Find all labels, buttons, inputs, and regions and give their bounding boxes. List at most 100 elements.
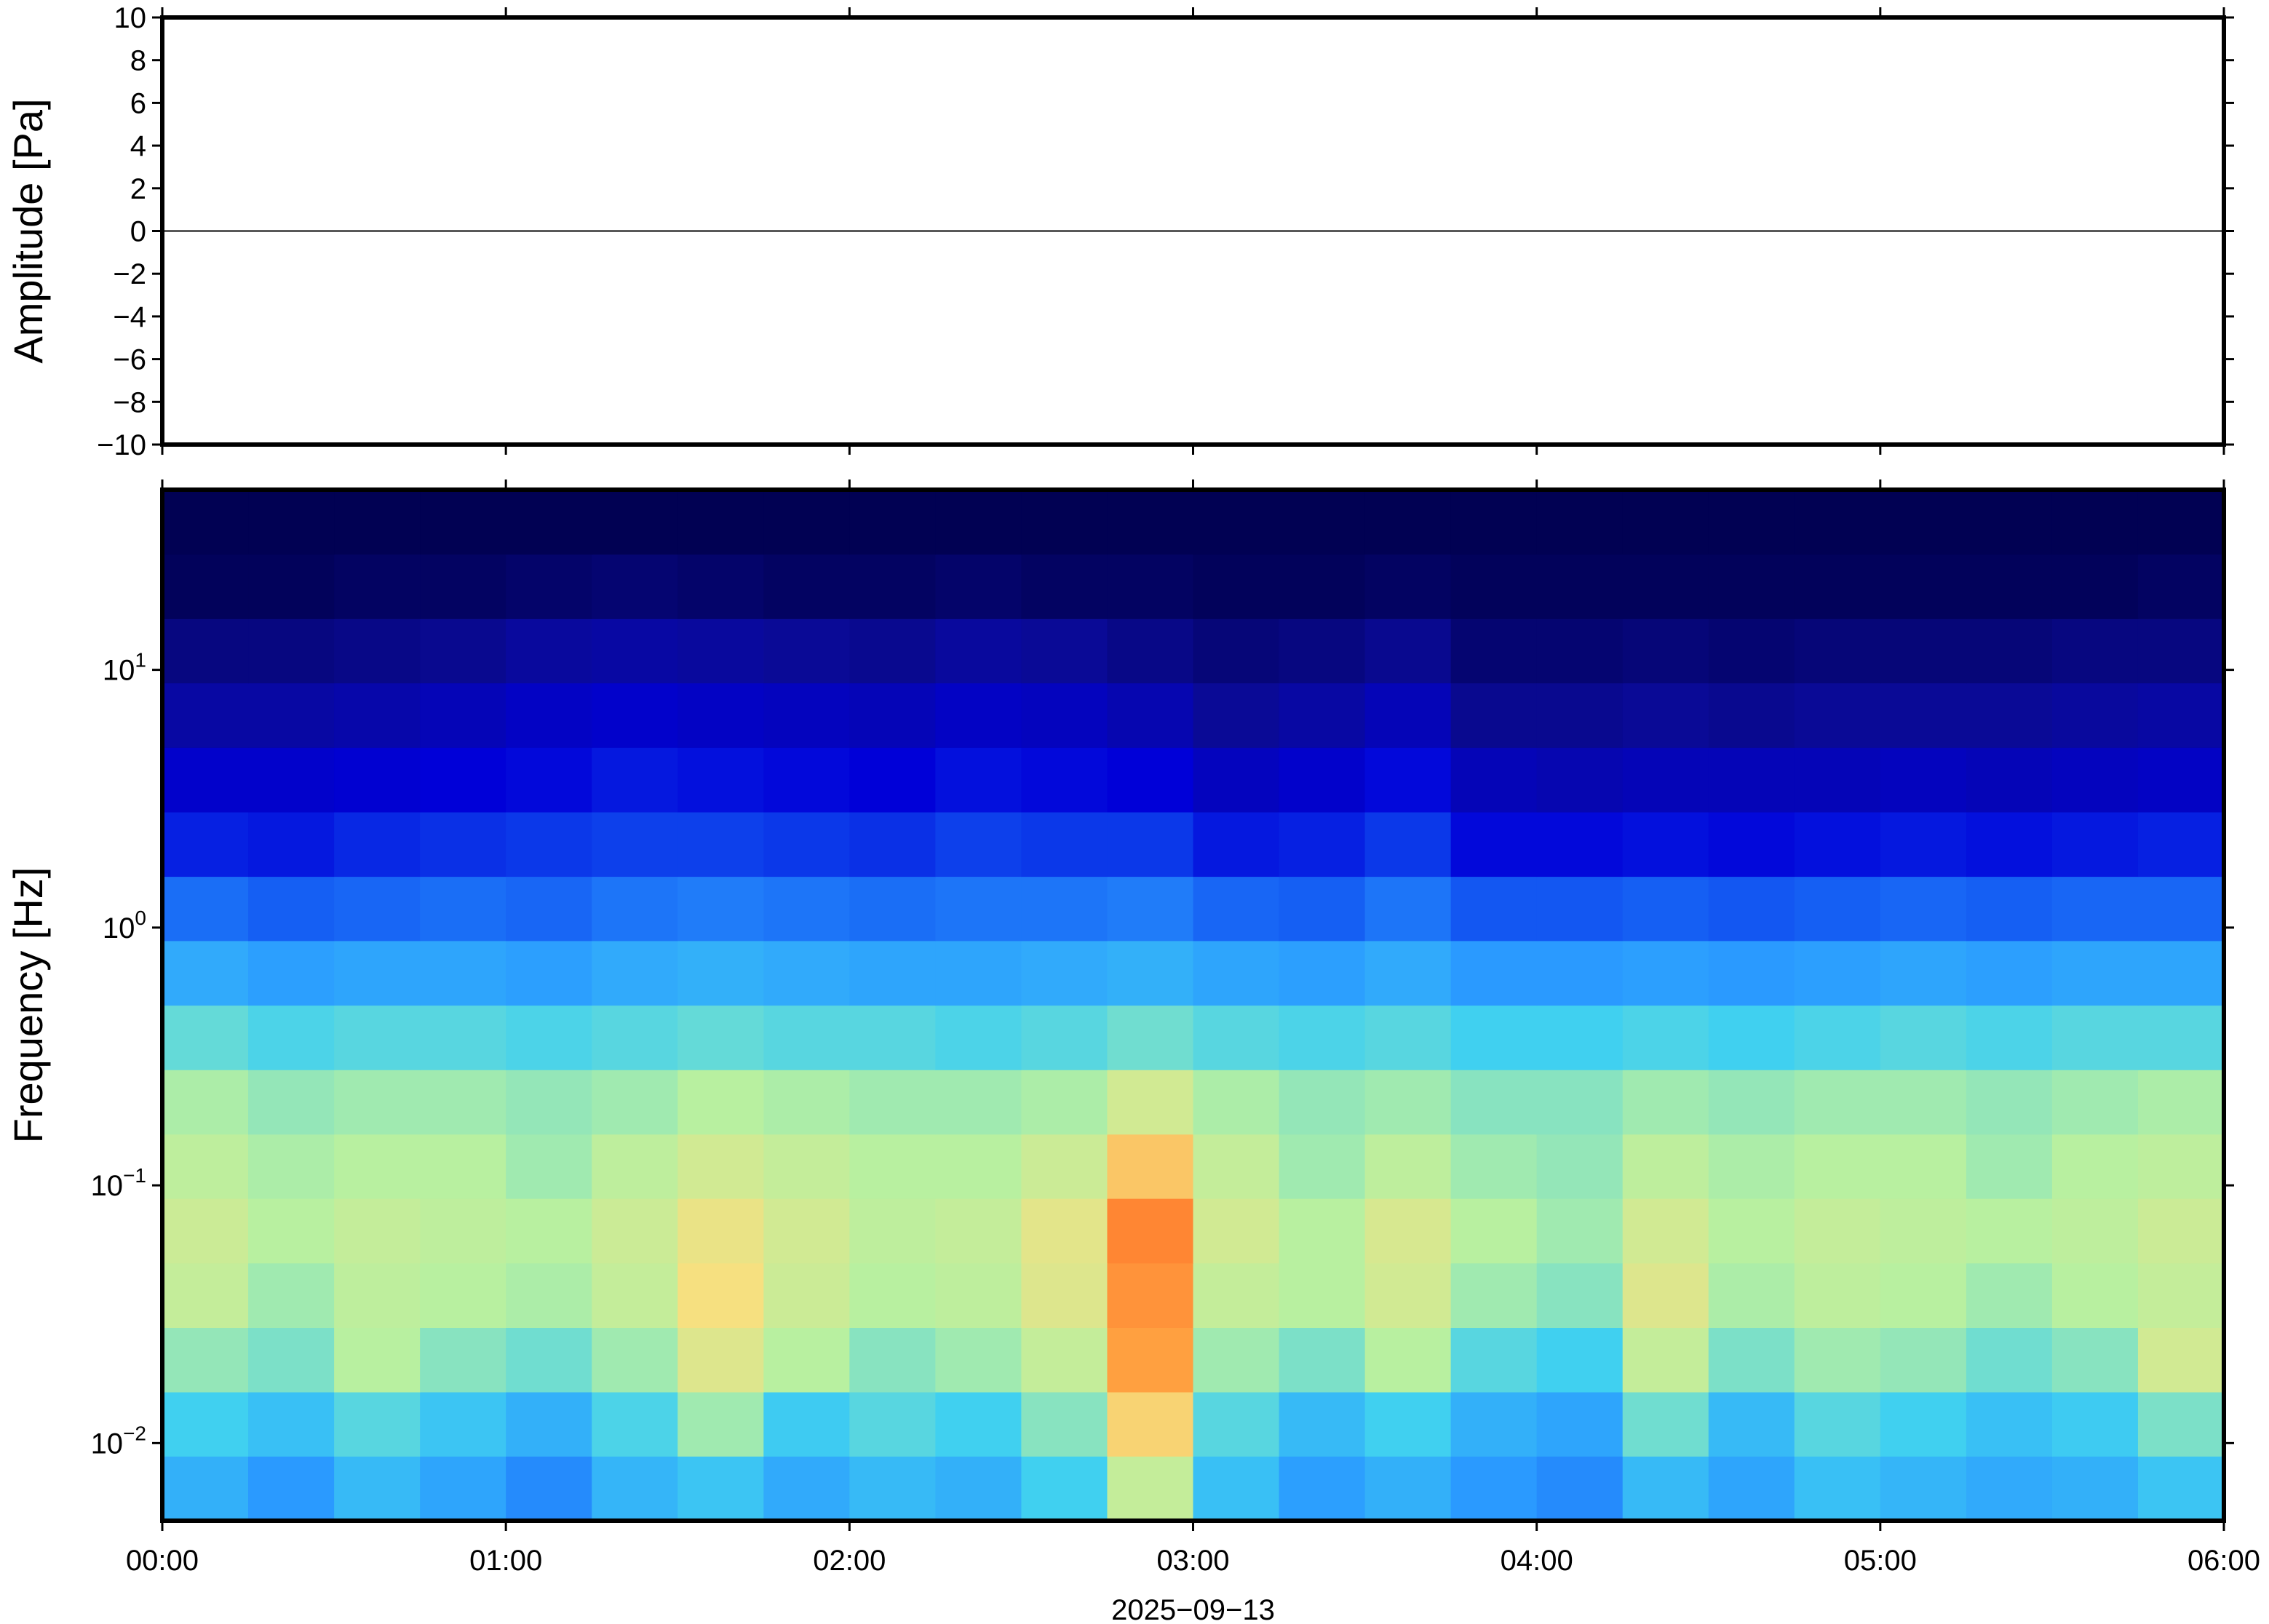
spectrogram-cell <box>1794 1262 1881 1329</box>
spectrogram-cell <box>849 1070 936 1135</box>
spectrogram-cell <box>1880 876 1967 942</box>
spectrogram-cell <box>1364 490 1452 555</box>
y-tick-label: −2 <box>113 258 146 290</box>
spectrogram-cell <box>506 940 592 1006</box>
spectrogram-cell <box>763 1198 850 1264</box>
spectrogram-cell <box>162 1327 249 1393</box>
spectrogram-cell <box>1021 1134 1108 1199</box>
spectrogram-cell <box>2051 1391 2139 1457</box>
spectrogram-cell <box>1193 1005 1280 1070</box>
spectrogram-cell <box>1622 682 1709 748</box>
spectrogram-cell <box>935 747 1022 813</box>
spectrogram-cell <box>1107 1327 1194 1393</box>
spectrogram-cell <box>935 1005 1022 1070</box>
spectrogram-cell <box>1279 1262 1366 1329</box>
spectrogram-cell <box>1364 1456 1452 1521</box>
spectrogram-cell <box>1193 1070 1280 1135</box>
spectrogram-cell <box>1364 940 1452 1006</box>
spectrogram-cell <box>1107 747 1194 813</box>
spectrogram-cell <box>1622 1005 1709 1070</box>
spectrogram-cell <box>1364 682 1452 748</box>
x-tick-label: 01:00 <box>469 1545 542 1577</box>
spectrogram-cell <box>506 1198 592 1264</box>
spectrogram-cell <box>1193 1391 1280 1457</box>
y-tick-label: 10−2 <box>91 1422 146 1460</box>
spectrogram-cell <box>1450 1198 1538 1264</box>
spectrogram-cell <box>1107 876 1194 942</box>
spectrogram-cell <box>849 811 936 877</box>
spectrogram-cell <box>1966 940 2053 1006</box>
spectrogram-cell <box>2137 1327 2225 1393</box>
spectrogram-cell <box>1794 1005 1881 1070</box>
spectrogram-cell <box>1622 940 1709 1006</box>
spectrogram-cell <box>1021 1262 1108 1329</box>
spectrogram-cell <box>2051 747 2139 813</box>
y-axis-label: Frequency [Hz] <box>5 867 51 1144</box>
spectrogram-cell <box>1021 682 1108 748</box>
spectrogram-cell <box>1794 876 1881 942</box>
y-tick-label: 4 <box>130 130 146 162</box>
y-tick-base: 10 <box>103 912 135 944</box>
spectrogram-cell <box>1794 1070 1881 1135</box>
spectrogram-cell <box>1279 554 1366 619</box>
spectrogram-cell <box>1708 1327 1795 1393</box>
spectrogram-cell <box>248 618 335 684</box>
spectrogram-cell <box>1794 1134 1881 1199</box>
spectrogram-cell <box>1450 554 1538 619</box>
spectrogram-cell <box>420 554 506 619</box>
spectrogram-cell <box>1708 1198 1795 1264</box>
spectrogram-cell <box>1450 1262 1538 1329</box>
spectrogram-cell <box>1450 618 1538 684</box>
spectrogram-cell <box>763 1134 850 1199</box>
spectrogram-cell <box>1279 1005 1366 1070</box>
spectrogram-cell <box>162 682 249 748</box>
spectrogram-cell <box>162 811 249 877</box>
spectrogram-cell <box>162 1070 249 1135</box>
spectrogram-cell <box>1708 1391 1795 1457</box>
spectrogram-cell <box>334 940 421 1006</box>
spectrogram-cell <box>763 1262 850 1329</box>
spectrogram-cell <box>1622 1391 1709 1457</box>
spectrogram-cell <box>1450 1005 1538 1070</box>
y-tick-label: 101 <box>103 649 146 687</box>
y-tick-label: −10 <box>97 429 146 461</box>
spectrogram-cell <box>2137 747 2225 813</box>
spectrogram-cell <box>1193 490 1280 555</box>
spectrogram-cell <box>2137 554 2225 619</box>
spectrogram-cell <box>248 1456 335 1521</box>
spectrogram-cell <box>1622 1327 1709 1393</box>
spectrogram-cell <box>1536 682 1624 748</box>
spectrogram-cell <box>1708 1262 1795 1329</box>
spectrogram-cell <box>1450 940 1538 1006</box>
y-tick-exponent: −1 <box>123 1164 146 1187</box>
spectrogram-cell <box>1193 876 1280 942</box>
spectrogram-cell <box>849 682 936 748</box>
spectrogram-cell <box>1279 1134 1366 1199</box>
y-tick-label: 100 <box>103 907 146 944</box>
spectrogram-cell <box>2137 1391 2225 1457</box>
spectrogram-cell <box>334 747 421 813</box>
spectrogram-cell <box>1708 1456 1795 1521</box>
spectrogram-cell <box>1364 618 1452 684</box>
spectrogram-cell <box>849 554 936 619</box>
spectrogram-cell <box>506 1456 592 1521</box>
spectrogram-cell <box>1880 618 1967 684</box>
spectrogram-cell <box>763 682 850 748</box>
spectrogram-cell <box>1021 876 1108 942</box>
spectrogram-cell <box>2051 682 2139 748</box>
spectrogram-cell <box>1450 876 1538 942</box>
y-tick-label: 6 <box>130 87 146 119</box>
spectrogram-cell <box>420 1391 506 1457</box>
spectrogram-cell <box>1794 618 1881 684</box>
spectrogram-cell <box>248 940 335 1006</box>
spectrogram-cell <box>1279 1456 1366 1521</box>
spectrogram-cell <box>420 618 506 684</box>
spectrogram-cell <box>935 554 1022 619</box>
spectrogram-cell <box>248 1070 335 1135</box>
x-tick-label: 00:00 <box>126 1545 199 1577</box>
spectrogram-cell <box>1536 747 1624 813</box>
spectrogram-cell <box>1708 618 1795 684</box>
spectrogram-cell <box>1107 554 1194 619</box>
spectrogram-cell <box>1364 747 1452 813</box>
spectrogram-cell <box>1107 1391 1194 1457</box>
